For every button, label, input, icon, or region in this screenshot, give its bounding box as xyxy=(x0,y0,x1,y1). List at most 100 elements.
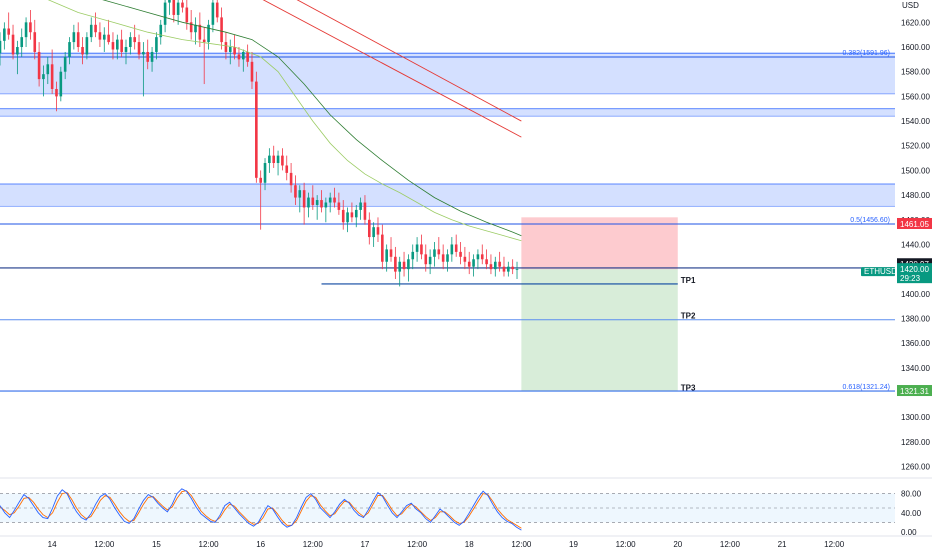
symbol-badge-bg xyxy=(861,267,895,277)
candle-body xyxy=(476,254,480,260)
candle-body xyxy=(493,261,497,270)
candle-body xyxy=(16,47,19,55)
candle-body xyxy=(55,88,58,97)
price-tick: 1400.00 xyxy=(901,290,930,299)
candle-body xyxy=(285,165,289,173)
badge-fib-05: 1461.05 xyxy=(900,220,929,229)
candle-body xyxy=(407,259,410,270)
zone-0 xyxy=(0,53,895,94)
candle-body xyxy=(337,202,341,210)
candle-body xyxy=(255,81,258,178)
candle-body xyxy=(198,24,202,40)
candle-body xyxy=(116,39,119,50)
candle-body xyxy=(102,34,106,40)
candle-body xyxy=(415,244,419,252)
oscillator-tick-labels: 80.00 40.00 0.00 xyxy=(901,490,922,537)
take-profit-zone xyxy=(521,269,678,392)
candle-body xyxy=(246,51,249,62)
time-tick: 12:00 xyxy=(824,540,845,549)
channel-line-1 xyxy=(262,0,522,138)
time-tick: 18 xyxy=(465,540,474,549)
time-tick: 20 xyxy=(673,540,682,549)
candle-body xyxy=(50,64,54,89)
candle-body xyxy=(129,37,132,48)
candle-body xyxy=(515,269,519,270)
candle-body xyxy=(307,197,310,208)
candle-body xyxy=(189,22,193,33)
candle-body xyxy=(237,54,241,60)
supply-demand-zones xyxy=(0,52,895,207)
short-position-tool[interactable] xyxy=(521,217,678,392)
candle-body xyxy=(72,32,76,43)
candle-body xyxy=(163,2,167,25)
candle-body xyxy=(459,251,462,257)
candle-body xyxy=(463,256,467,262)
candle-body xyxy=(489,264,493,270)
oscillator-band-lines xyxy=(0,493,895,523)
time-tick: 14 xyxy=(48,540,57,549)
time-tick: 12:00 xyxy=(511,540,532,549)
candle-body xyxy=(85,37,89,55)
candle-body xyxy=(446,254,449,262)
price-tick: 1360.00 xyxy=(901,339,930,348)
badge-countdown: 29:23 xyxy=(900,274,921,283)
price-pane[interactable]: TP1 TP2 TP3 0.382(1591.96) 0.5(1456.60) 0.61… xyxy=(0,0,895,392)
candle-body xyxy=(372,227,375,238)
candle-body xyxy=(298,190,302,198)
candle-body xyxy=(363,202,367,220)
candle-body xyxy=(441,254,445,262)
price-tick: 1440.00 xyxy=(901,240,930,249)
price-tick: 1260.00 xyxy=(901,463,930,472)
take-profit-labels: TP1 TP2 TP3 xyxy=(681,276,696,392)
candle-body xyxy=(498,261,501,267)
candle-body xyxy=(124,47,128,52)
candle-body xyxy=(98,32,102,40)
badge-last-price: 1420.00 xyxy=(900,265,929,274)
candle-body xyxy=(420,244,423,255)
candle-body xyxy=(367,219,371,238)
candle-body xyxy=(194,24,197,33)
time-axis[interactable]: 14 12:00 15 12:00 16 12:00 17 12:00 18 12:00 19 12:… xyxy=(0,535,932,549)
candle-body xyxy=(294,185,297,198)
time-tick: 12:00 xyxy=(720,540,741,549)
candle-body xyxy=(485,259,488,265)
price-axis[interactable]: USD 1620.00 1600.00 1580.00 1560.00 1540.00 1… xyxy=(861,1,932,472)
candle-body xyxy=(107,34,110,43)
candle-body xyxy=(137,42,141,55)
candle-body xyxy=(480,254,484,260)
fibonacci-labels: 0.382(1591.96) 0.5(1456.60) 0.618(1321.24) xyxy=(843,50,890,391)
price-tick: 1380.00 xyxy=(901,315,930,324)
price-tick: 1620.00 xyxy=(901,18,930,27)
candle-body xyxy=(59,71,63,97)
candle-body xyxy=(381,234,384,262)
time-tick: 17 xyxy=(360,540,369,549)
target-label-tp1: TP1 xyxy=(681,276,696,285)
candle-body xyxy=(207,24,210,43)
candle-body xyxy=(146,51,150,62)
candle-body xyxy=(354,209,358,218)
candle-body xyxy=(172,0,176,15)
candle-body xyxy=(359,202,362,210)
candle-body xyxy=(276,155,280,164)
candle-body xyxy=(159,24,163,38)
candle-body xyxy=(315,200,319,205)
candle-body xyxy=(450,244,454,255)
candle-body xyxy=(120,39,123,52)
candle-body xyxy=(281,155,284,166)
candle-body xyxy=(185,7,189,23)
badge-fib-05-bg xyxy=(897,217,932,229)
candle-body xyxy=(398,261,402,272)
candlestick-series xyxy=(0,0,519,287)
candle-body xyxy=(94,24,97,33)
osc-tick: 0.00 xyxy=(901,528,917,537)
candle-body xyxy=(311,197,315,205)
stochastic-rsi-pane[interactable]: 80.00 40.00 0.00 xyxy=(0,477,932,537)
candle-body xyxy=(394,256,397,272)
price-tick: 1480.00 xyxy=(901,191,930,200)
candle-body xyxy=(111,42,115,50)
target-label-tp2: TP2 xyxy=(681,312,696,321)
moving-average-fast xyxy=(47,0,522,242)
candle-body xyxy=(181,2,184,8)
